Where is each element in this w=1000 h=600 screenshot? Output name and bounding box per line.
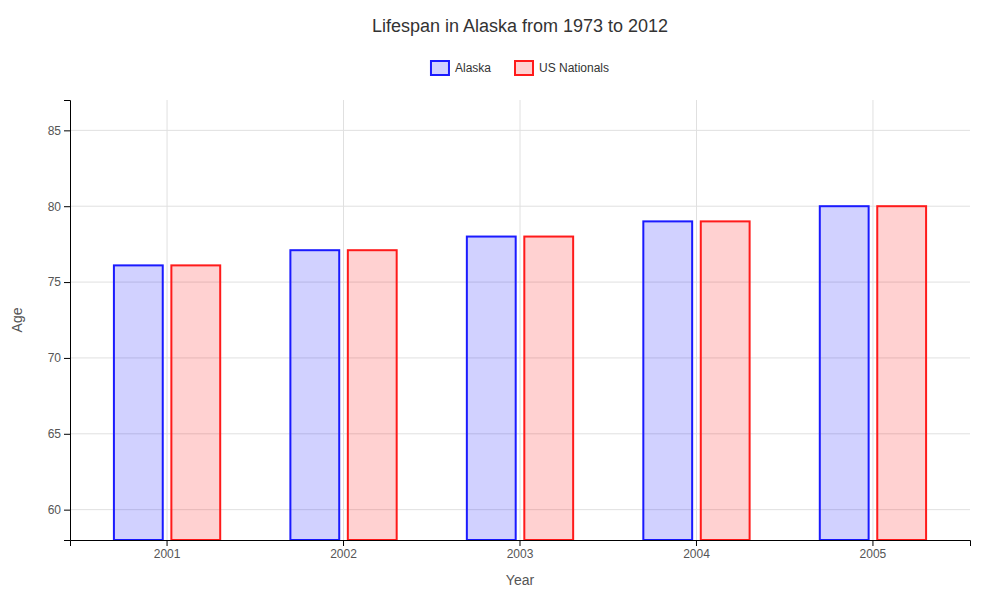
y-axis: 60 65 70 75 80 85 xyxy=(48,101,71,541)
tick-label: 85 xyxy=(48,124,62,138)
bar xyxy=(467,237,516,540)
bar xyxy=(643,221,692,540)
legend-swatch xyxy=(515,61,533,75)
tick-label: 80 xyxy=(48,200,62,214)
plot-area: 2001 2002 2003 2004 2005 60 65 70 75 80 85 xyxy=(48,100,971,561)
tick-label: 70 xyxy=(48,351,62,365)
tick-mark xyxy=(64,282,70,283)
tick-mark xyxy=(64,130,70,131)
x-tick: 2004 xyxy=(683,540,710,561)
bar xyxy=(171,265,220,540)
legend-label: Alaska xyxy=(455,61,491,75)
legend: Alaska US Nationals xyxy=(431,61,609,75)
grid-line-x xyxy=(343,100,344,540)
tick-mark xyxy=(64,434,70,435)
x-tick: 2002 xyxy=(330,540,357,561)
x-axis: 2001 2002 2003 2004 2005 xyxy=(71,540,971,561)
bar-series xyxy=(114,206,869,540)
axis-domain xyxy=(71,541,971,547)
tick-label: 2001 xyxy=(154,547,181,561)
x-tick: 2005 xyxy=(860,540,887,561)
y-tick: 75 xyxy=(48,275,70,289)
tick-mark xyxy=(696,540,697,546)
tick-label: 2003 xyxy=(507,547,534,561)
bar xyxy=(114,265,163,540)
axis-domain xyxy=(64,101,71,541)
tick-mark xyxy=(64,510,70,511)
y-tick: 70 xyxy=(48,351,70,365)
bar xyxy=(701,221,750,540)
tick-label: 65 xyxy=(48,427,62,441)
tick-mark xyxy=(343,540,344,546)
chart: 2001 2002 2003 2004 2005 60 65 70 75 80 85 Year Age L… xyxy=(0,0,1000,600)
grid-line-x xyxy=(520,100,521,540)
y-tick: 65 xyxy=(48,427,70,441)
tick-mark xyxy=(872,540,873,546)
y-tick: 85 xyxy=(48,124,70,138)
bar xyxy=(820,206,869,540)
bar-series xyxy=(171,206,926,540)
y-tick: 60 xyxy=(48,503,70,517)
bars xyxy=(114,206,926,540)
tick-mark xyxy=(64,358,70,359)
x-tick: 2001 xyxy=(154,540,181,561)
legend-label: US Nationals xyxy=(539,61,609,75)
y-axis-title: Age xyxy=(9,307,25,332)
tick-label: 2002 xyxy=(330,547,357,561)
bar xyxy=(877,206,926,540)
legend-item: US Nationals xyxy=(515,61,609,75)
tick-mark xyxy=(167,540,168,546)
tick-label: 2005 xyxy=(860,547,887,561)
legend-item: Alaska xyxy=(431,61,491,75)
title: Lifespan in Alaska from 1973 to 2012 xyxy=(372,16,668,36)
bar xyxy=(524,237,573,540)
y-tick: 80 xyxy=(48,200,70,214)
tick-mark xyxy=(520,540,521,546)
grid xyxy=(70,100,970,540)
tick-label: 75 xyxy=(48,275,62,289)
grid-line-x xyxy=(167,100,168,540)
legend-swatch xyxy=(431,61,449,75)
bar xyxy=(348,250,397,540)
grid-line-x xyxy=(872,100,873,540)
tick-label: 2004 xyxy=(683,547,710,561)
x-axis-title: Year xyxy=(506,572,535,588)
bar xyxy=(290,250,339,540)
tick-mark xyxy=(64,206,70,207)
grid-line-x xyxy=(696,100,697,540)
tick-label: 60 xyxy=(48,503,62,517)
x-tick: 2003 xyxy=(507,540,534,561)
